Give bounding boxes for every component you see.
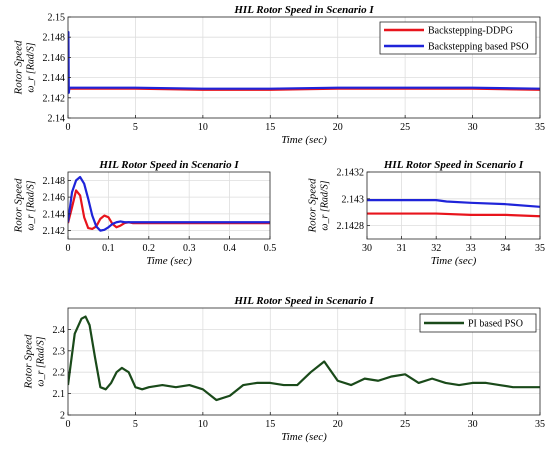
y-axis-label: Rotor Speed: [23, 334, 35, 390]
x-axis-label: Time (sec): [281, 134, 327, 146]
y-tick-label: 2.2: [53, 368, 66, 379]
y-tick-label: 2.144: [43, 73, 66, 84]
legend: Backstepping-DDPG Backstepping based PSO: [379, 21, 537, 55]
legend-label: PI based PSO: [468, 319, 523, 330]
series-line-2: [367, 199, 540, 208]
y-tick-label: 2.1432: [337, 168, 365, 179]
x-axis-label: Time (sec): [146, 255, 192, 267]
x-tick-label: 30: [468, 419, 478, 430]
y-axis-label: Rotor Speed: [13, 40, 25, 96]
x-tick-label: 20: [333, 419, 343, 430]
x-tick-label: 0: [66, 243, 71, 254]
x-tick-label: 35: [535, 122, 545, 133]
x-tick-label: 35: [535, 419, 545, 430]
series-line-1: [367, 212, 540, 218]
axes-frame: [67, 171, 271, 240]
x-tick-label: 15: [265, 122, 275, 133]
x-axis-label: Time (sec): [281, 431, 327, 443]
legend: PI based PSO: [419, 313, 537, 333]
chart-title: HIL Rotor Speed in Scenario I: [383, 159, 524, 171]
x-tick-label: 30: [468, 122, 478, 133]
y-axis-unit-label: ω_r [Rad/S]: [36, 336, 47, 386]
y-tick-label: 2.144: [43, 209, 66, 220]
x-tick-label: 5: [133, 122, 138, 133]
series-line-1: [68, 315, 540, 402]
y-tick-label: 2.3: [53, 346, 66, 357]
chart-title: HIL Rotor Speed in Scenario I: [233, 4, 374, 16]
x-tick-label: 0.5: [264, 243, 277, 254]
y-axis-unit-label: ω_r [Rad/S]: [26, 180, 37, 230]
x-axis-label: Time (sec): [431, 255, 477, 267]
y-axis-label: Rotor Speed: [306, 178, 318, 234]
plot-area: [68, 172, 270, 239]
y-tick-label: 2.146: [43, 53, 66, 64]
chart-1: 0 5 10 15 20 25 30 35 2.14 2.142 2.144 2.146 2.148 2.…: [13, 4, 546, 146]
legend-label: Backstepping based PSO: [428, 42, 529, 53]
y-axis-label: Rotor Speed: [13, 178, 25, 234]
y-tick-label: 2.4: [53, 325, 66, 336]
x-tick-label: 35: [535, 243, 545, 254]
axes-frame: [67, 16, 541, 119]
legend-box: [419, 313, 537, 333]
y-tick-label: 2: [60, 411, 65, 422]
chart-4: 0 5 10 15 20 25 30 35 2 2.1 2.2 2.3 2.4 HIL Rotor Spe…: [23, 295, 545, 443]
x-tick-label: 15: [265, 419, 275, 430]
series-line-2: [68, 31, 540, 94]
series-line-2: [68, 175, 270, 232]
y-tick-label: 2.142: [43, 226, 66, 237]
x-tick-label: 31: [397, 243, 407, 254]
x-tick-label: 30: [362, 243, 372, 254]
y-tick-label: 2.142: [43, 93, 66, 104]
legend-label: Backstepping-DDPG: [428, 26, 513, 37]
x-tick-label: 20: [333, 122, 343, 133]
legend-box: [379, 21, 537, 55]
y-tick-label: 2.1: [53, 389, 66, 400]
y-tick-label: 2.14: [48, 114, 66, 125]
y-tick-label: 2.146: [43, 193, 66, 204]
chart-title: HIL Rotor Speed in Scenario I: [233, 295, 374, 307]
chart-3: 30 31 32 33 34 35 2.1428 2.143 2.1432 HIL Rotor S…: [306, 159, 545, 267]
x-tick-label: 0.3: [183, 243, 196, 254]
x-tick-label: 33: [466, 243, 476, 254]
x-tick-label: 0.1: [102, 243, 115, 254]
y-tick-label: 2.15: [48, 13, 66, 24]
y-tick-label: 2.148: [43, 176, 66, 187]
x-tick-label: 34: [500, 243, 510, 254]
x-tick-label: 25: [400, 419, 410, 430]
y-tick-label: 2.143: [342, 194, 365, 205]
chart-title: HIL Rotor Speed in Scenario I: [98, 159, 239, 171]
x-tick-label: 10: [198, 419, 208, 430]
x-tick-label: 0: [66, 122, 71, 133]
chart-2: 0 0.1 0.2 0.3 0.4 0.5 2.142 2.144 2.146 2.148 HIL …: [13, 159, 277, 267]
x-tick-label: 0.2: [143, 243, 156, 254]
x-tick-label: 10: [198, 122, 208, 133]
y-tick-label: 2.148: [43, 33, 66, 44]
x-tick-label: 5: [133, 419, 138, 430]
y-tick-label: 2.1428: [337, 221, 365, 232]
y-axis-unit-label: ω_r [Rad/S]: [319, 180, 330, 230]
axes-frame: [67, 307, 541, 416]
axes-frame: [366, 171, 541, 240]
x-tick-label: 25: [400, 122, 410, 133]
x-tick-label: 32: [431, 243, 441, 254]
x-tick-label: 0.4: [223, 243, 236, 254]
y-axis-unit-label: ω_r [Rad/S]: [26, 42, 37, 92]
x-tick-label: 0: [66, 419, 71, 430]
